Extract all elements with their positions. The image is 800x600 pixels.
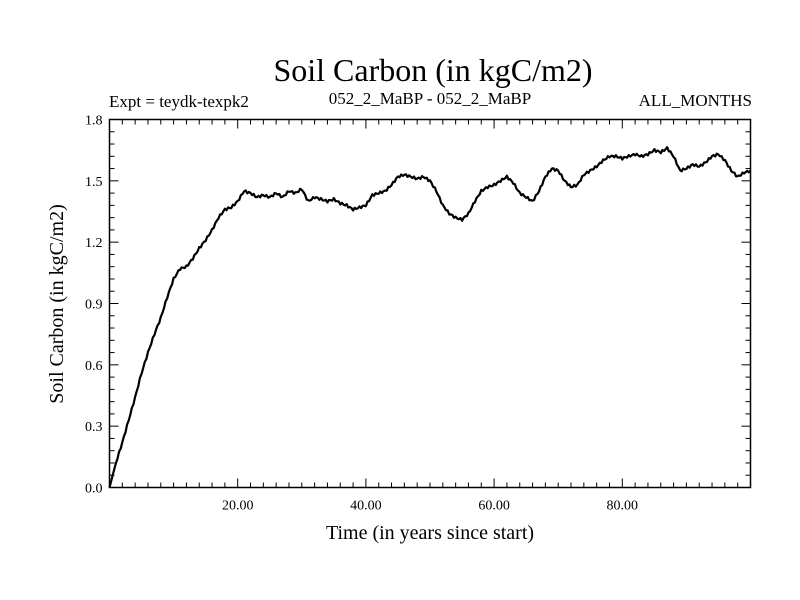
y-tick-label: 1.2 xyxy=(85,236,103,251)
period-label: 052_2_MaBP - 052_2_MaBP xyxy=(329,89,531,108)
y-tick-label: 0.6 xyxy=(85,359,103,374)
y-axis-label: Soil Carbon (in kgC/m2) xyxy=(46,204,68,403)
series-line-soil-carbon xyxy=(108,146,752,488)
x-tick-label: 60.00 xyxy=(478,499,510,514)
plot-frame xyxy=(108,118,752,489)
months-label: ALL_MONTHS xyxy=(639,91,752,110)
experiment-label: Expt = teydk-texpk2 xyxy=(109,92,249,111)
x-tick-label: 20.00 xyxy=(222,499,254,514)
x-tick-label: 40.00 xyxy=(350,499,382,514)
axis-ticks xyxy=(109,119,751,488)
y-tick-label: 0.0 xyxy=(85,482,103,497)
x-axis-label: Time (in years since start) xyxy=(326,522,534,544)
y-tick-label: 1.8 xyxy=(85,114,103,129)
chart-title: Soil Carbon (in kgC/m2) xyxy=(273,52,592,88)
y-tick-label: 1.5 xyxy=(85,175,103,190)
x-tick-label: 80.00 xyxy=(607,499,639,514)
y-tick-label: 0.3 xyxy=(85,420,103,435)
y-tick-label: 0.9 xyxy=(85,298,103,313)
axis-tick-labels: 20.00 40.00 60.00 80.00 0.0 0.3 0.6 0.9 1.2 1.5 1.… xyxy=(85,114,638,514)
